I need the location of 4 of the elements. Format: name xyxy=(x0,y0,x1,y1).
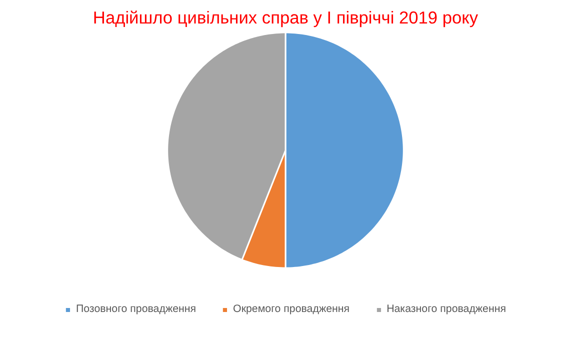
legend-label: Окремого провадження xyxy=(233,303,350,315)
legend-label: Позовного провадження xyxy=(76,303,196,315)
chart-title: Надійшло цивільних справ у І півріччі 2019 року xyxy=(92,8,478,28)
legend-label: Наказного провадження xyxy=(386,303,506,315)
